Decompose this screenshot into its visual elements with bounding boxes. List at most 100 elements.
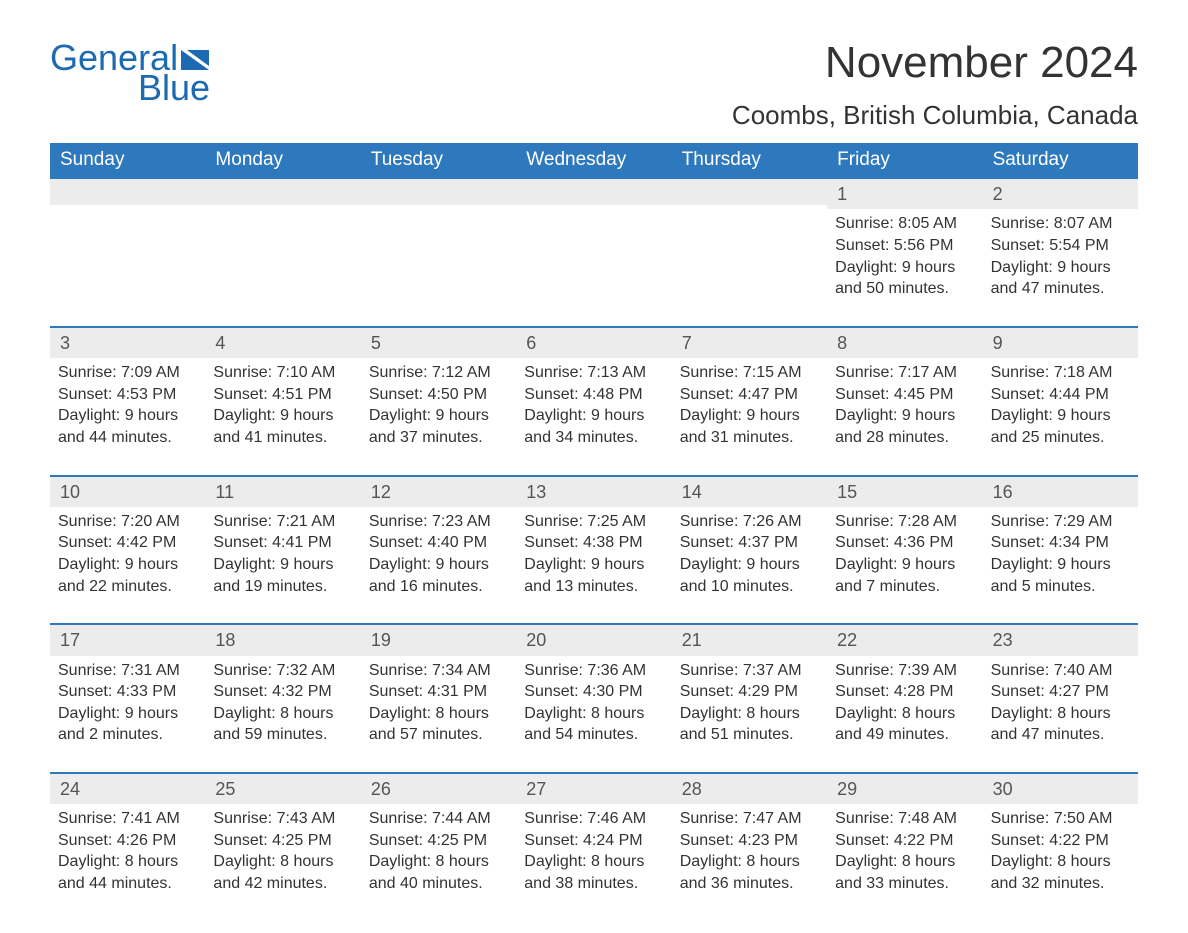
day-number: 12 bbox=[361, 477, 516, 507]
day-number: 17 bbox=[50, 625, 205, 655]
daylight-value: Daylight: 8 hours and 57 minutes. bbox=[369, 703, 508, 746]
sunrise-value: Sunrise: 7:26 AM bbox=[680, 511, 819, 533]
day-number: 2 bbox=[983, 179, 1138, 209]
day-number bbox=[672, 179, 827, 205]
day-number: 27 bbox=[516, 774, 671, 804]
sunset-value: Sunset: 4:36 PM bbox=[835, 532, 974, 554]
day-data: Sunrise: 7:36 AMSunset: 4:30 PMDaylight:… bbox=[524, 660, 663, 746]
day-number: 25 bbox=[205, 774, 360, 804]
daylight-value: Daylight: 8 hours and 32 minutes. bbox=[991, 851, 1130, 894]
sunrise-value: Sunrise: 7:18 AM bbox=[991, 362, 1130, 384]
day-data: Sunrise: 7:47 AMSunset: 4:23 PMDaylight:… bbox=[680, 808, 819, 894]
sunset-value: Sunset: 4:42 PM bbox=[58, 532, 197, 554]
day-data: Sunrise: 7:23 AMSunset: 4:40 PMDaylight:… bbox=[369, 511, 508, 597]
day-data: Sunrise: 7:34 AMSunset: 4:31 PMDaylight:… bbox=[369, 660, 508, 746]
day-data: Sunrise: 7:46 AMSunset: 4:24 PMDaylight:… bbox=[524, 808, 663, 894]
calendar-day-cell: 24Sunrise: 7:41 AMSunset: 4:26 PMDayligh… bbox=[50, 774, 205, 903]
calendar-week: 17Sunrise: 7:31 AMSunset: 4:33 PMDayligh… bbox=[50, 623, 1138, 754]
calendar-day-cell: 28 Sunrise: 7:47 AMSunset: 4:23 PMDayligh… bbox=[672, 774, 827, 903]
day-data: Sunrise: 7:13 AMSunset: 4:48 PMDaylight:… bbox=[524, 362, 663, 448]
daylight-value: Daylight: 9 hours and 47 minutes. bbox=[991, 257, 1130, 300]
daylight-value: Daylight: 9 hours and 25 minutes. bbox=[991, 405, 1130, 448]
calendar-day-cell bbox=[672, 179, 827, 308]
day-number: 23 bbox=[983, 625, 1138, 655]
sunrise-value: Sunrise: 7:41 AM bbox=[58, 808, 197, 830]
sunset-value: Sunset: 4:32 PM bbox=[213, 681, 352, 703]
daylight-value: Daylight: 9 hours and 5 minutes. bbox=[991, 554, 1130, 597]
weekday-header: Wednesday bbox=[516, 143, 671, 179]
day-number: 24 bbox=[50, 774, 205, 804]
sunrise-value: Sunrise: 7:12 AM bbox=[369, 362, 508, 384]
calendar-day-cell: 23Sunrise: 7:40 AMSunset: 4:27 PMDayligh… bbox=[983, 625, 1138, 754]
day-data: Sunrise: 7:20 AMSunset: 4:42 PMDaylight:… bbox=[58, 511, 197, 597]
sunrise-value: Sunrise: 7:23 AM bbox=[369, 511, 508, 533]
day-data: Sunrise: 7:44 AMSunset: 4:25 PMDaylight:… bbox=[369, 808, 508, 894]
sunset-value: Sunset: 5:54 PM bbox=[991, 235, 1130, 257]
daylight-value: Daylight: 8 hours and 44 minutes. bbox=[58, 851, 197, 894]
calendar-day-cell: 16Sunrise: 7:29 AMSunset: 4:34 PMDayligh… bbox=[983, 477, 1138, 606]
page-root: General Blue November 2024 Coombs, Briti… bbox=[0, 0, 1188, 933]
month-title: November 2024 bbox=[732, 40, 1138, 86]
day-number: 26 bbox=[361, 774, 516, 804]
day-data: Sunrise: 7:10 AMSunset: 4:51 PMDaylight:… bbox=[213, 362, 352, 448]
sunset-value: Sunset: 4:31 PM bbox=[369, 681, 508, 703]
sunrise-value: Sunrise: 7:39 AM bbox=[835, 660, 974, 682]
calendar-day-cell: 2Sunrise: 8:07 AMSunset: 5:54 PMDaylight… bbox=[983, 179, 1138, 308]
calendar-week: 3Sunrise: 7:09 AMSunset: 4:53 PMDaylight… bbox=[50, 326, 1138, 457]
sunrise-value: Sunrise: 8:05 AM bbox=[835, 213, 974, 235]
weekday-header: Friday bbox=[827, 143, 982, 179]
calendar-week: 10 Sunrise: 7:20 AMSunset: 4:42 PMDayligh… bbox=[50, 475, 1138, 606]
sunrise-value: Sunrise: 7:43 AM bbox=[213, 808, 352, 830]
calendar-day-cell: 29Sunrise: 7:48 AMSunset: 4:22 PMDayligh… bbox=[827, 774, 982, 903]
sunset-value: Sunset: 4:37 PM bbox=[680, 532, 819, 554]
sunrise-value: Sunrise: 7:29 AM bbox=[991, 511, 1130, 533]
brand-logo: General Blue bbox=[50, 40, 215, 106]
day-number: 5 bbox=[361, 328, 516, 358]
sunrise-value: Sunrise: 7:46 AM bbox=[524, 808, 663, 830]
day-number: 13 bbox=[516, 477, 671, 507]
sunset-value: Sunset: 4:41 PM bbox=[213, 532, 352, 554]
daylight-value: Daylight: 9 hours and 37 minutes. bbox=[369, 405, 508, 448]
day-number: 9 bbox=[983, 328, 1138, 358]
day-number bbox=[516, 179, 671, 205]
sunset-value: Sunset: 4:33 PM bbox=[58, 681, 197, 703]
day-data: Sunrise: 7:31 AMSunset: 4:33 PMDaylight:… bbox=[58, 660, 197, 746]
sunrise-value: Sunrise: 7:36 AM bbox=[524, 660, 663, 682]
sunset-value: Sunset: 4:30 PM bbox=[524, 681, 663, 703]
daylight-value: Daylight: 8 hours and 38 minutes. bbox=[524, 851, 663, 894]
calendar-day-cell: 27 Sunrise: 7:46 AMSunset: 4:24 PMDayligh… bbox=[516, 774, 671, 903]
daylight-value: Daylight: 9 hours and 7 minutes. bbox=[835, 554, 974, 597]
daylight-value: Daylight: 8 hours and 36 minutes. bbox=[680, 851, 819, 894]
calendar: Sunday Monday Tuesday Wednesday Thursday… bbox=[50, 143, 1138, 902]
sunset-value: Sunset: 4:45 PM bbox=[835, 384, 974, 406]
sunrise-value: Sunrise: 7:31 AM bbox=[58, 660, 197, 682]
header: General Blue November 2024 Coombs, Briti… bbox=[50, 40, 1138, 131]
sunrise-value: Sunrise: 7:32 AM bbox=[213, 660, 352, 682]
sunrise-value: Sunrise: 7:48 AM bbox=[835, 808, 974, 830]
calendar-day-cell: 3Sunrise: 7:09 AMSunset: 4:53 PMDaylight… bbox=[50, 328, 205, 457]
calendar-day-cell: 19Sunrise: 7:34 AMSunset: 4:31 PMDayligh… bbox=[361, 625, 516, 754]
day-number: 3 bbox=[50, 328, 205, 358]
sunrise-value: Sunrise: 7:10 AM bbox=[213, 362, 352, 384]
calendar-day-cell: 25Sunrise: 7:43 AMSunset: 4:25 PMDayligh… bbox=[205, 774, 360, 903]
sunset-value: Sunset: 4:47 PM bbox=[680, 384, 819, 406]
day-number: 10 bbox=[50, 477, 205, 507]
day-data: Sunrise: 7:12 AMSunset: 4:50 PMDaylight:… bbox=[369, 362, 508, 448]
location-label: Coombs, British Columbia, Canada bbox=[732, 100, 1138, 131]
sunrise-value: Sunrise: 7:17 AM bbox=[835, 362, 974, 384]
calendar-day-cell: 12 Sunrise: 7:23 AMSunset: 4:40 PMDayligh… bbox=[361, 477, 516, 606]
sunrise-value: Sunrise: 7:37 AM bbox=[680, 660, 819, 682]
weekday-header: Monday bbox=[205, 143, 360, 179]
calendar-day-cell: 7Sunrise: 7:15 AMSunset: 4:47 PMDaylight… bbox=[672, 328, 827, 457]
daylight-value: Daylight: 9 hours and 41 minutes. bbox=[213, 405, 352, 448]
sunset-value: Sunset: 4:29 PM bbox=[680, 681, 819, 703]
day-data: Sunrise: 7:28 AMSunset: 4:36 PMDaylight:… bbox=[835, 511, 974, 597]
calendar-day-cell bbox=[50, 179, 205, 308]
sunrise-value: Sunrise: 7:44 AM bbox=[369, 808, 508, 830]
day-data: Sunrise: 7:39 AMSunset: 4:28 PMDaylight:… bbox=[835, 660, 974, 746]
calendar-day-cell: 11Sunrise: 7:21 AMSunset: 4:41 PMDayligh… bbox=[205, 477, 360, 606]
day-number: 28 bbox=[672, 774, 827, 804]
weekday-header-row: Sunday Monday Tuesday Wednesday Thursday… bbox=[50, 143, 1138, 179]
weeks-container: 1Sunrise: 8:05 AMSunset: 5:56 PMDaylight… bbox=[50, 179, 1138, 902]
calendar-week: 1Sunrise: 8:05 AMSunset: 5:56 PMDaylight… bbox=[50, 179, 1138, 308]
